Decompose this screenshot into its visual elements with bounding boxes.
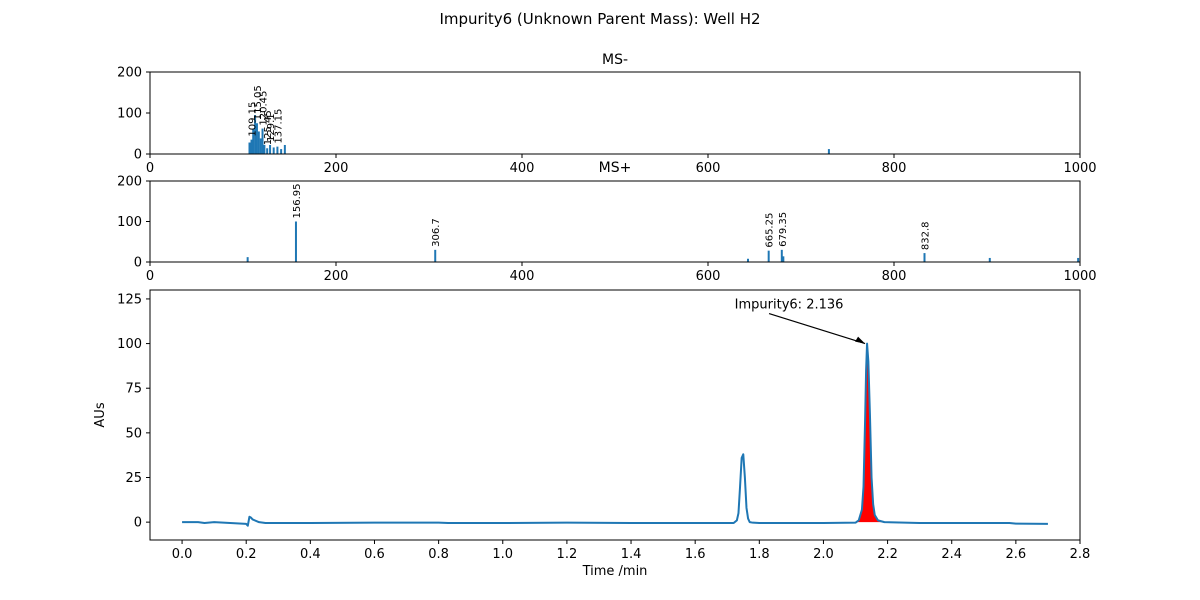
chromatogram-xtick-label: 0.0 xyxy=(172,547,193,562)
impurity-annotation-arrow xyxy=(768,312,866,345)
chromatogram-ytick-label: 100 xyxy=(117,337,142,352)
ms-negative-peak-label: 129.1 xyxy=(266,113,277,142)
chromatogram-xtick-label: 0.2 xyxy=(236,547,257,562)
ms-positive-ytick-label: 200 xyxy=(117,175,142,190)
chromatogram-xtick-label: 2.0 xyxy=(813,547,834,562)
ms-negative-xtick-label: 400 xyxy=(510,161,535,176)
ms-positive-xtick-label: 200 xyxy=(324,269,349,284)
chromatogram-axes-frame xyxy=(149,289,1081,541)
ms-negative-ytick-label: 200 xyxy=(117,66,142,81)
ms-positive-peak-label: 306.7 xyxy=(431,218,442,247)
chromatogram-xtick-label: 0.8 xyxy=(428,547,449,562)
ms-negative-axes-frame xyxy=(149,71,1081,155)
figure-title: Impurity6 (Unknown Parent Mass): Well H2 xyxy=(439,10,760,28)
ms-negative-ytick-label: 0 xyxy=(134,148,142,163)
ms-positive-panel: MS+ 0 200 400 600 800 1000 0 100 200 156.95 306.7… xyxy=(117,160,1096,284)
chromatogram-ytick-label: 50 xyxy=(125,426,142,441)
ms-negative-title: MS- xyxy=(602,52,628,68)
ms-negative-peak-label: 115.05 xyxy=(253,85,264,120)
ms-positive-xtick-label: 800 xyxy=(882,269,907,284)
ms-positive-peak-label: 679.35 xyxy=(778,212,789,247)
ms-negative-xtick-label: 1000 xyxy=(1063,161,1096,176)
ms-negative-peak-label: 120.45 xyxy=(259,91,270,126)
ms-negative-xtick-label: 0 xyxy=(146,161,154,176)
ms-positive-ytick-label: 100 xyxy=(117,215,142,230)
chromatogram-ytick-label: 25 xyxy=(125,471,142,486)
chromatogram-xtick-label: 2.6 xyxy=(1006,547,1027,562)
ms-positive-peak-label: 665.25 xyxy=(765,213,776,248)
chromatogram-ytick-label: 0 xyxy=(134,516,142,531)
ms-positive-xtick-label: 400 xyxy=(510,269,535,284)
chromatogram-xtick-label: 1.4 xyxy=(621,547,642,562)
ms-positive-title: MS+ xyxy=(599,160,632,176)
chromatogram-xtick-label: 0.6 xyxy=(364,547,385,562)
chromatogram-xtick-label: 2.2 xyxy=(877,547,898,562)
chromatogram-xtick-label: 2.8 xyxy=(1070,547,1091,562)
ms-negative-xtick-label: 600 xyxy=(696,161,721,176)
ms-positive-peak-label: 156.95 xyxy=(292,184,303,219)
impurity-annotation-label: Impurity6: 2.136 xyxy=(735,298,844,313)
ms-positive-ytick-label: 0 xyxy=(134,256,142,271)
chromatogram-ylabel: AUs xyxy=(93,402,108,427)
ms-positive-axes-frame xyxy=(149,180,1081,263)
ms-negative-peak-label: 109.15 xyxy=(248,102,259,137)
chromatogram-xtick-label: 1.0 xyxy=(492,547,513,562)
ms-positive-xtick-label: 0 xyxy=(146,269,154,284)
ms-positive-xtick-label: 600 xyxy=(696,269,721,284)
chromatogram-xlabel: Time /min xyxy=(582,564,648,579)
chromatogram-xtick-label: 1.2 xyxy=(557,547,578,562)
chromatogram-xtick-label: 1.6 xyxy=(685,547,706,562)
ms-negative-peak-label: 137.15 xyxy=(273,109,284,144)
ms-positive-peak-label: 832.8 xyxy=(921,221,932,250)
chromatogram-trace xyxy=(182,342,1048,527)
chromatogram-xtick-label: 1.8 xyxy=(749,547,770,562)
ms-negative-ytick-label: 100 xyxy=(117,107,142,122)
impurity-annotation-arrowhead xyxy=(855,336,866,344)
chromatogram-ytick-label: 75 xyxy=(125,382,142,397)
ms-negative-panel: MS- 0 200 400 600 800 1000 0 100 200 109.15 129.1… xyxy=(117,52,1096,176)
chromatogram-xtick-label: 0.4 xyxy=(300,547,321,562)
chromatogram-ytick-label: 125 xyxy=(117,292,142,307)
ms-negative-peak-label: 125.45 xyxy=(263,110,274,145)
chromatogram-panel: 0.0 0.2 0.4 0.6 0.8 1.0 1.2 1.4 1.6 1.8 2.0 2.2 2.4 2… xyxy=(93,289,1091,579)
ms-negative-xtick-label: 200 xyxy=(324,161,349,176)
ms-negative-xtick-label: 800 xyxy=(882,161,907,176)
ms-positive-xtick-label: 1000 xyxy=(1063,269,1096,284)
chromatogram-xtick-label: 2.4 xyxy=(941,547,962,562)
